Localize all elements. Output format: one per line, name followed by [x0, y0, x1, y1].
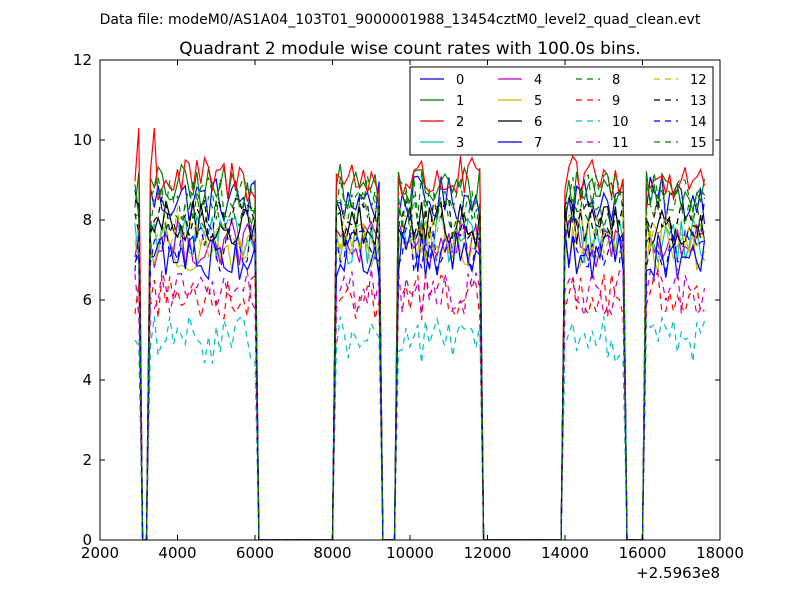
legend-label-8: 8: [612, 73, 620, 88]
legend-box: [409, 66, 714, 156]
legend-label-11: 11: [612, 136, 629, 151]
y-tick-label: 8: [82, 211, 92, 229]
legend-label-12: 12: [690, 73, 707, 88]
legend-label-1: 1: [456, 94, 464, 109]
series-line-0: [134, 175, 706, 540]
y-tick-label: 0: [82, 531, 92, 549]
x-tick-label: 18000: [696, 544, 744, 562]
legend-label-4: 4: [534, 73, 542, 88]
y-tick-label: 2: [82, 451, 92, 469]
x-tick-label: 16000: [619, 544, 667, 562]
series-line-7: [134, 231, 706, 540]
series-line-3: [134, 214, 706, 540]
x-tick-label: 4000: [158, 544, 196, 562]
x-tick-label: 12000: [464, 544, 512, 562]
legend-label-6: 6: [534, 115, 542, 130]
legend-label-2: 2: [456, 115, 464, 130]
x-tick-label: 14000: [541, 544, 589, 562]
series-line-15: [134, 186, 706, 540]
legend-label-14: 14: [690, 115, 707, 130]
legend-label-15: 15: [690, 136, 707, 151]
legend-label-7: 7: [534, 136, 542, 151]
series-line-13: [134, 195, 706, 540]
series-line-4: [134, 219, 705, 540]
series-line-8: [134, 170, 706, 540]
series-line-10: [134, 315, 706, 540]
data-file-suptitle: Data file: modeM0/AS1A04_103T01_90000019…: [100, 12, 701, 28]
axes: 2000 4000 6000 8000 10000 12000 14000 16000 1800…: [73, 51, 744, 582]
y-tick-label: 10: [73, 131, 92, 149]
legend-label-13: 13: [690, 94, 707, 109]
y-tick-label: 6: [82, 291, 92, 309]
x-tick-label: 2000: [81, 544, 119, 562]
legend-label-0: 0: [456, 73, 464, 88]
x-offset-label: +2.5963e8: [636, 564, 720, 582]
legend-label-9: 9: [612, 94, 620, 109]
plot-area: [134, 127, 706, 540]
series-line-9: [134, 272, 705, 540]
legend-label-3: 3: [456, 136, 464, 151]
x-tick-label: 8000: [313, 544, 351, 562]
legend-label-10: 10: [612, 115, 629, 130]
x-tick-label: 6000: [236, 544, 274, 562]
chart-title: Quadrant 2 module wise count rates with …: [179, 39, 640, 59]
series-line-11: [134, 267, 706, 540]
y-tick-label: 4: [82, 371, 92, 389]
legend-label-5: 5: [534, 94, 542, 109]
series-line-14: [134, 223, 705, 540]
y-tick-label: 12: [73, 51, 92, 69]
series-line-2: [134, 127, 706, 540]
x-tick-label: 10000: [386, 544, 434, 562]
